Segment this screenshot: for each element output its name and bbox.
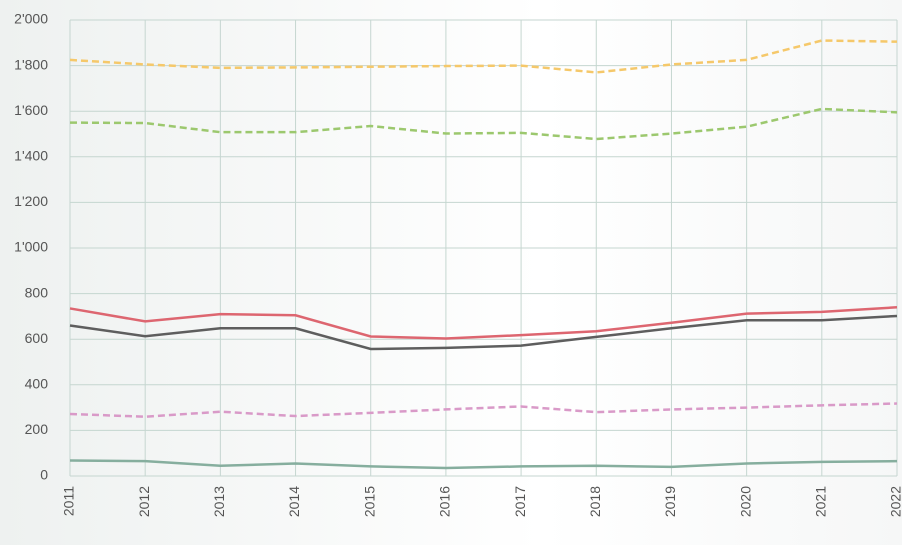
y-tick-label: 400: [25, 376, 49, 392]
x-tick-label: 2012: [136, 486, 152, 517]
series-line: [69, 306, 898, 340]
y-tick-label: 1'600: [14, 102, 48, 118]
y-tick-label: 1'200: [14, 193, 48, 209]
x-tick-label: 2019: [662, 486, 678, 517]
x-tick-label: 2013: [211, 486, 227, 517]
x-tick-label: 2017: [512, 486, 528, 517]
series-line: [69, 314, 898, 351]
x-tick-label: 2016: [437, 486, 453, 517]
x-tick-label: 2020: [737, 486, 753, 517]
x-tick-label: 2021: [813, 486, 829, 517]
x-tick-label: 2022: [888, 486, 902, 517]
y-tick-label: 0: [40, 467, 48, 483]
series-line: [69, 402, 898, 418]
y-tick-label: 1'800: [14, 56, 48, 72]
x-tick-label: 2014: [286, 486, 302, 517]
series-line: [69, 459, 898, 470]
x-tick-label: 2018: [587, 486, 603, 517]
x-tick-label: 2011: [61, 486, 77, 516]
y-tick-label: 600: [25, 330, 49, 346]
series-line: [69, 107, 898, 141]
x-tick-label: 2015: [361, 486, 377, 517]
y-tick-label: 200: [25, 421, 49, 437]
y-tick-label: 2'000: [14, 11, 48, 27]
y-tick-label: 800: [25, 284, 49, 300]
y-tick-label: 1'000: [14, 239, 48, 255]
y-tick-label: 1'400: [14, 148, 48, 164]
series-line: [69, 39, 898, 74]
